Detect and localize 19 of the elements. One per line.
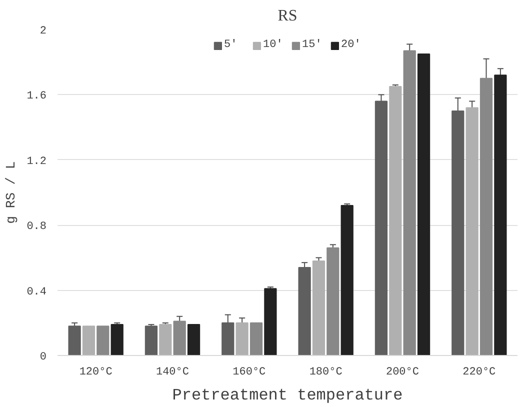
y-tick-label: 0 bbox=[40, 352, 47, 364]
x-tick-label: 140°C bbox=[156, 366, 190, 378]
x-tick-label: 160°C bbox=[232, 366, 266, 378]
legend-label: 10' bbox=[263, 39, 283, 51]
x-axis-title: Pretreatment temperature bbox=[172, 386, 403, 404]
y-tick-label: 0.4 bbox=[26, 286, 47, 298]
legend-label: 15' bbox=[302, 39, 322, 51]
y-tick-label: 0.8 bbox=[26, 221, 47, 234]
y-tick-label: 1.2 bbox=[26, 156, 47, 168]
x-tick-label: 120°C bbox=[79, 366, 113, 378]
x-tick-label: 200°C bbox=[386, 366, 420, 378]
y-axis-title: g RS / L bbox=[4, 161, 19, 224]
chart-title: RS bbox=[278, 8, 298, 24]
y-tick-label: 1.6 bbox=[26, 90, 47, 103]
legend-label: 5' bbox=[224, 39, 238, 51]
x-tick-label: 180°C bbox=[309, 366, 343, 378]
legend-label: 20' bbox=[341, 39, 361, 51]
y-tick-label: 2 bbox=[40, 26, 47, 38]
x-tick-label: 220°C bbox=[462, 366, 496, 378]
